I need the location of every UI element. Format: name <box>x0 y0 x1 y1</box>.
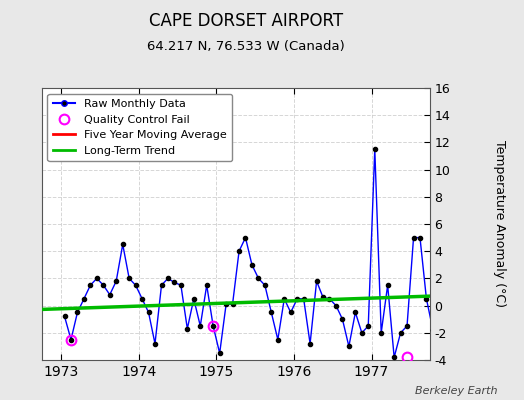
Text: Berkeley Earth: Berkeley Earth <box>416 386 498 396</box>
Y-axis label: Temperature Anomaly (°C): Temperature Anomaly (°C) <box>493 140 506 308</box>
Text: CAPE DORSET AIRPORT: CAPE DORSET AIRPORT <box>149 12 343 30</box>
Legend: Raw Monthly Data, Quality Control Fail, Five Year Moving Average, Long-Term Tren: Raw Monthly Data, Quality Control Fail, … <box>48 94 233 161</box>
Text: 64.217 N, 76.533 W (Canada): 64.217 N, 76.533 W (Canada) <box>147 40 345 53</box>
